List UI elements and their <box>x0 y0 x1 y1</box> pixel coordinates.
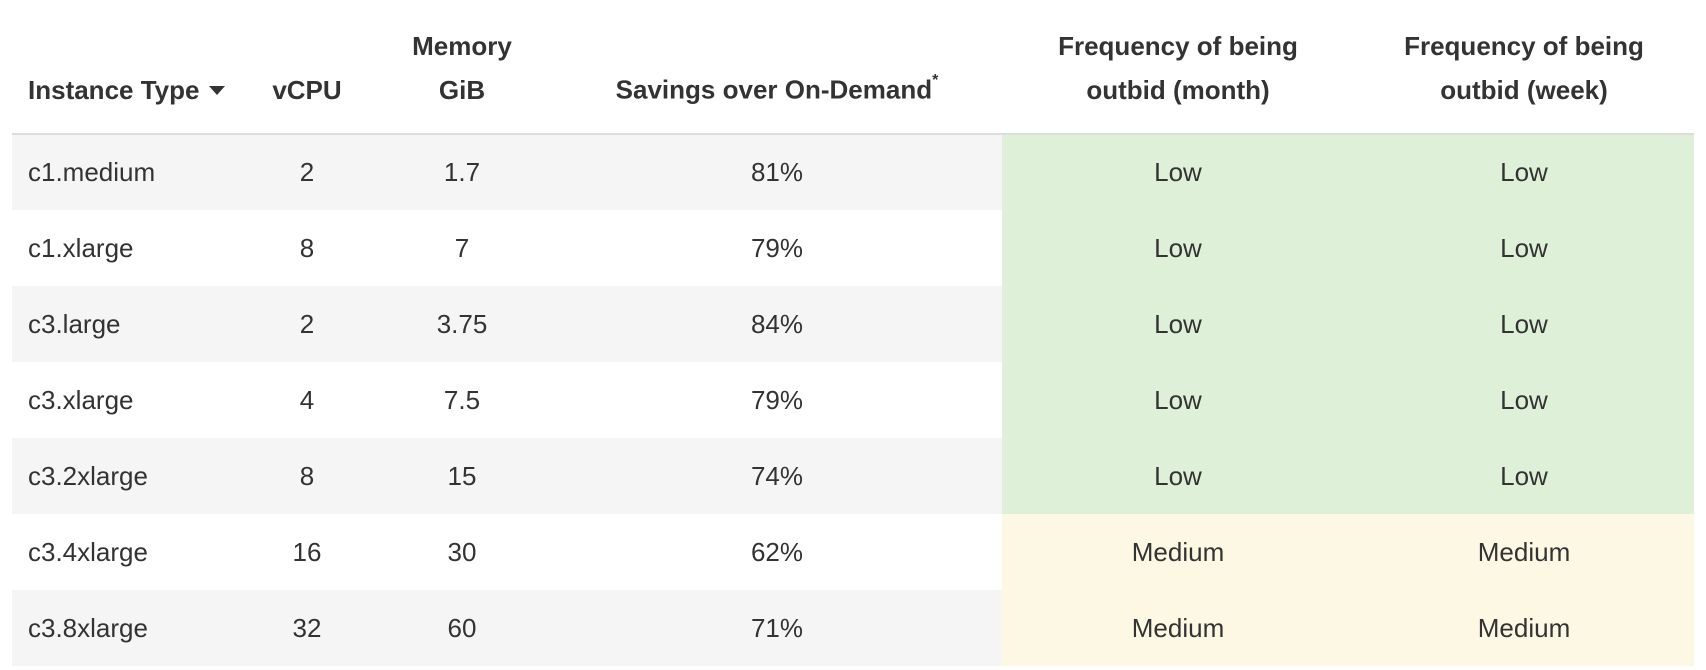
table-row: c1.medium 2 1.7 81% Low Low <box>12 134 1694 210</box>
cell-vcpu: 8 <box>242 438 372 514</box>
header-frequency-month[interactable]: Frequency of being outbid (month) <box>1002 0 1354 135</box>
header-memory[interactable]: Memory GiB <box>372 0 552 135</box>
cell-instance-type: c3.large <box>12 286 242 362</box>
table-row: c3.2xlarge 8 15 74% Low Low <box>12 438 1694 514</box>
table-row: c3.large 2 3.75 84% Low Low <box>12 286 1694 362</box>
cell-savings: 79% <box>552 362 1002 438</box>
header-savings-label: Savings over On-Demand <box>615 75 933 105</box>
cell-frequency-month: Medium <box>1002 590 1354 666</box>
header-row: Instance Type vCPU Memory GiB Savings ov… <box>12 0 1694 135</box>
cell-instance-type: c3.8xlarge <box>12 590 242 666</box>
cell-memory: 30 <box>372 514 552 590</box>
cell-frequency-week: Medium <box>1354 590 1694 666</box>
cell-memory: 7.5 <box>372 362 552 438</box>
header-frequency-week-line2: outbid (week) <box>1440 75 1608 105</box>
cell-vcpu: 2 <box>242 286 372 362</box>
cell-frequency-week: Medium <box>1354 514 1694 590</box>
cell-memory: 60 <box>372 590 552 666</box>
header-vcpu[interactable]: vCPU <box>242 0 372 135</box>
cell-savings: 74% <box>552 438 1002 514</box>
header-memory-line1: Memory <box>412 31 512 61</box>
cell-frequency-month: Medium <box>1002 514 1354 590</box>
header-frequency-week-line1: Frequency of being <box>1404 31 1644 61</box>
cell-frequency-week: Low <box>1354 438 1694 514</box>
cell-savings: 81% <box>552 134 1002 210</box>
cell-frequency-week: Low <box>1354 286 1694 362</box>
table-row: c1.xlarge 8 7 79% Low Low <box>12 210 1694 286</box>
cell-memory: 15 <box>372 438 552 514</box>
cell-frequency-month: Low <box>1002 210 1354 286</box>
cell-vcpu: 8 <box>242 210 372 286</box>
cell-vcpu: 4 <box>242 362 372 438</box>
header-savings[interactable]: Savings over On-Demand* <box>552 0 1002 135</box>
header-memory-line2: GiB <box>438 75 486 105</box>
caret-down-icon[interactable] <box>209 85 226 95</box>
cell-memory: 1.7 <box>372 134 552 210</box>
cell-instance-type: c3.4xlarge <box>12 514 242 590</box>
table-row: c3.xlarge 4 7.5 79% Low Low <box>12 362 1694 438</box>
header-instance-type-label: Instance Type <box>28 75 200 105</box>
header-frequency-month-line2: outbid (month) <box>1086 75 1270 105</box>
table-body: c1.medium 2 1.7 81% Low Low c1.xlarge 8 … <box>12 134 1694 666</box>
cell-savings: 79% <box>552 210 1002 286</box>
cell-frequency-week: Low <box>1354 362 1694 438</box>
footnote-marker: * <box>932 72 939 90</box>
spot-instance-table-container: Instance Type vCPU Memory GiB Savings ov… <box>12 0 1694 666</box>
cell-instance-type: c1.xlarge <box>12 210 242 286</box>
table-row: c3.8xlarge 32 60 71% Medium Medium <box>12 590 1694 666</box>
cell-savings: 84% <box>552 286 1002 362</box>
cell-frequency-month: Low <box>1002 438 1354 514</box>
cell-instance-type: c3.xlarge <box>12 362 242 438</box>
header-frequency-week[interactable]: Frequency of being outbid (week) <box>1354 0 1694 135</box>
cell-frequency-month: Low <box>1002 134 1354 210</box>
cell-frequency-month: Low <box>1002 286 1354 362</box>
header-instance-type[interactable]: Instance Type <box>12 0 242 135</box>
cell-savings: 71% <box>552 590 1002 666</box>
cell-instance-type: c3.2xlarge <box>12 438 242 514</box>
table-row: c3.4xlarge 16 30 62% Medium Medium <box>12 514 1694 590</box>
cell-vcpu: 16 <box>242 514 372 590</box>
cell-frequency-week: Low <box>1354 210 1694 286</box>
cell-instance-type: c1.medium <box>12 134 242 210</box>
cell-vcpu: 32 <box>242 590 372 666</box>
header-vcpu-label: vCPU <box>272 75 342 105</box>
cell-memory: 7 <box>372 210 552 286</box>
table-header: Instance Type vCPU Memory GiB Savings ov… <box>12 0 1694 135</box>
header-frequency-month-line1: Frequency of being <box>1058 31 1298 61</box>
spot-instance-table: Instance Type vCPU Memory GiB Savings ov… <box>12 0 1694 666</box>
cell-vcpu: 2 <box>242 134 372 210</box>
cell-savings: 62% <box>552 514 1002 590</box>
cell-frequency-week: Low <box>1354 134 1694 210</box>
cell-frequency-month: Low <box>1002 362 1354 438</box>
cell-memory: 3.75 <box>372 286 552 362</box>
